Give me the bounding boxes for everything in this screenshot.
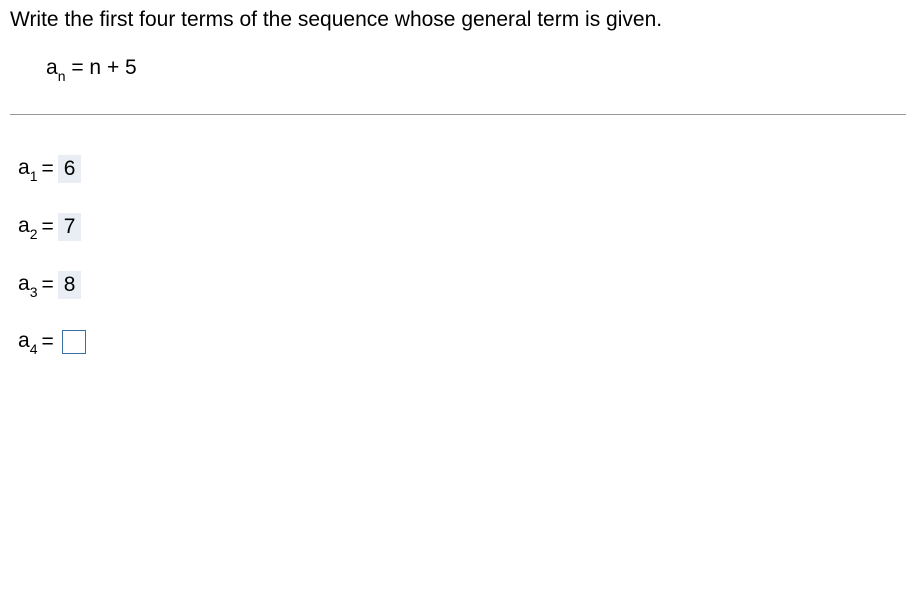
answer-value-1[interactable]: 6 (58, 155, 82, 183)
answers-block: a1 = 6 a2 = 7 a3 = 8 a4 = (18, 155, 906, 355)
equals-sign: = (41, 215, 53, 239)
term-subscript: 4 (30, 341, 38, 357)
formula-subscript: n (58, 68, 66, 84)
term-subscript: 3 (30, 284, 38, 300)
answer-value-2[interactable]: 7 (58, 213, 82, 241)
equals-sign: = (41, 330, 53, 354)
term-label: a1 (18, 156, 37, 182)
term-label: a2 (18, 214, 37, 240)
term-subscript: 1 (30, 168, 38, 184)
answer-input-4[interactable] (62, 330, 86, 354)
formula-base: a (46, 56, 58, 79)
question-text: Write the first four terms of the sequen… (10, 8, 906, 32)
term-label: a3 (18, 272, 37, 298)
term-label: a4 (18, 329, 37, 355)
term-subscript: 2 (30, 226, 38, 242)
term-base: a (18, 272, 30, 295)
answer-row-4: a4 = (18, 329, 906, 355)
answer-row-2: a2 = 7 (18, 213, 906, 241)
equals-sign: = (41, 273, 53, 297)
formula-rhs: = n + 5 (71, 56, 136, 79)
answer-value-3[interactable]: 8 (58, 271, 82, 299)
term-base: a (18, 329, 30, 352)
equals-sign: = (41, 157, 53, 181)
term-base: a (18, 156, 30, 179)
answer-row-3: a3 = 8 (18, 271, 906, 299)
section-divider (10, 114, 906, 115)
term-base: a (18, 214, 30, 237)
answer-row-1: a1 = 6 (18, 155, 906, 183)
general-term-formula: an = n + 5 (46, 56, 906, 82)
